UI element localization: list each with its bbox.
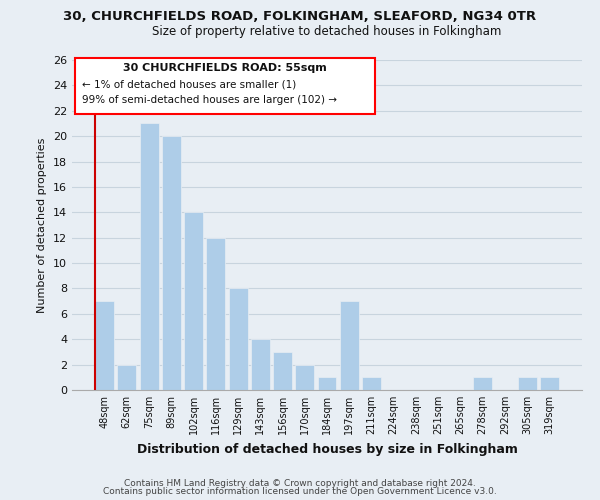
Bar bbox=[206, 238, 225, 390]
Bar bbox=[340, 301, 359, 390]
Text: Contains public sector information licensed under the Open Government Licence v3: Contains public sector information licen… bbox=[103, 487, 497, 496]
Bar bbox=[162, 136, 181, 390]
Text: 99% of semi-detached houses are larger (102) →: 99% of semi-detached houses are larger (… bbox=[82, 94, 337, 104]
Text: 30 CHURCHFIELDS ROAD: 55sqm: 30 CHURCHFIELDS ROAD: 55sqm bbox=[123, 64, 327, 74]
Bar bbox=[118, 364, 136, 390]
FancyBboxPatch shape bbox=[74, 58, 376, 114]
Y-axis label: Number of detached properties: Number of detached properties bbox=[37, 138, 47, 312]
Bar bbox=[251, 339, 270, 390]
Bar bbox=[95, 301, 114, 390]
Text: ← 1% of detached houses are smaller (1): ← 1% of detached houses are smaller (1) bbox=[82, 79, 296, 89]
Bar bbox=[229, 288, 248, 390]
X-axis label: Distribution of detached houses by size in Folkingham: Distribution of detached houses by size … bbox=[137, 442, 517, 456]
Bar bbox=[273, 352, 292, 390]
Text: Contains HM Land Registry data © Crown copyright and database right 2024.: Contains HM Land Registry data © Crown c… bbox=[124, 478, 476, 488]
Bar bbox=[473, 378, 492, 390]
Bar bbox=[362, 378, 381, 390]
Bar bbox=[184, 212, 203, 390]
Bar bbox=[540, 378, 559, 390]
Bar bbox=[140, 124, 158, 390]
Bar bbox=[317, 378, 337, 390]
Bar bbox=[518, 378, 536, 390]
Bar bbox=[295, 364, 314, 390]
Text: 30, CHURCHFIELDS ROAD, FOLKINGHAM, SLEAFORD, NG34 0TR: 30, CHURCHFIELDS ROAD, FOLKINGHAM, SLEAF… bbox=[64, 10, 536, 23]
Title: Size of property relative to detached houses in Folkingham: Size of property relative to detached ho… bbox=[152, 25, 502, 38]
